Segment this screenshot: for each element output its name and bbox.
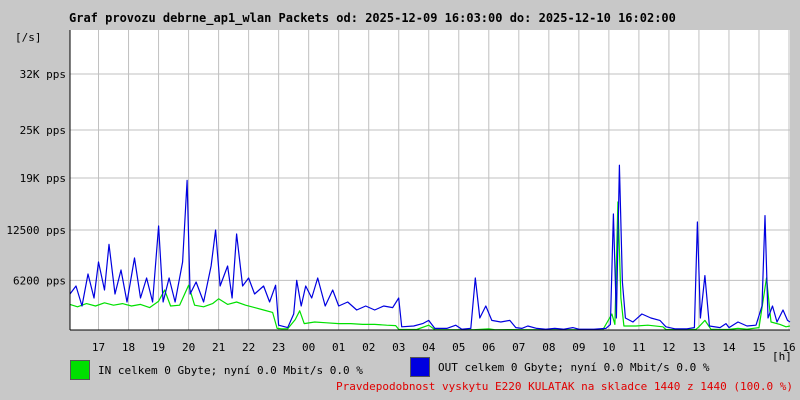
x-tick-label: 01 (332, 341, 345, 354)
y-tick-label: 32K pps (20, 68, 66, 81)
x-tick-label: 21 (212, 341, 225, 354)
x-tick-label: 05 (452, 341, 465, 354)
y-tick-labels: 6200 pps 12500 pps 19K pps 25K pps 32K pps (6, 68, 66, 287)
x-tick-label: 17 (92, 341, 105, 354)
x-tick-label: 20 (182, 341, 195, 354)
y-tick-label: 12500 pps (6, 224, 66, 237)
legend-in: IN celkem 0 Gbyte; nyní 0.0 Mbit/s 0.0 % (70, 360, 363, 380)
x-tick-label: 15 (752, 341, 765, 354)
x-tick-label: 09 (572, 341, 585, 354)
series-line-out (69, 164, 791, 330)
x-tick-label: 04 (422, 341, 436, 354)
x-tick-label: 18 (122, 341, 135, 354)
legend-out: OUT celkem 0 Gbyte; nyní 0.0 Mbit/s 0.0 … (410, 357, 710, 377)
x-tick-labels: 17 18 19 20 21 22 23 00 01 02 03 04 05 06 07 08 09 10 11 12… (92, 341, 796, 354)
y-grid (70, 73, 790, 281)
x-tick-label: 13 (692, 341, 705, 354)
x-tick-label: 11 (632, 341, 645, 354)
probability-note: Pravdepodobnost vyskytu E220 KULATAK na … (336, 380, 793, 393)
x-tick-label: 06 (482, 341, 495, 354)
x-tick-label: 23 (272, 341, 285, 354)
y-tick-label: 6200 pps (13, 274, 66, 287)
x-tick-label: 19 (152, 341, 165, 354)
x-tick-label: 10 (602, 341, 615, 354)
legend-in-swatch (70, 360, 90, 380)
series-layer (69, 164, 791, 331)
x-tick-label: 16 (782, 341, 795, 354)
legend-in-label: IN celkem 0 Gbyte; nyní 0.0 Mbit/s 0.0 % (98, 363, 363, 377)
x-tick-label: 12 (662, 341, 675, 354)
x-tick-label: 14 (722, 341, 736, 354)
x-tick-label: 07 (512, 341, 525, 354)
chart-title: Graf provozu debrne_ap1_wlan Packets od:… (69, 11, 676, 25)
y-axis-unit-label: [/s] (15, 31, 42, 44)
legend-out-swatch (410, 357, 430, 377)
legend-out-label: OUT celkem 0 Gbyte; nyní 0.0 Mbit/s 0.0 … (438, 360, 710, 374)
y-tick-label: 25K pps (20, 124, 66, 137)
x-tick-label: 08 (542, 341, 555, 354)
y-tick-label: 19K pps (20, 172, 66, 185)
x-tick-label: 03 (392, 341, 405, 354)
x-tick-label: 00 (302, 341, 315, 354)
series-line-in (69, 201, 791, 331)
x-tick-label: 02 (362, 341, 375, 354)
x-tick-label: 22 (242, 341, 255, 354)
x-axis-unit-label: [h] (772, 350, 792, 363)
